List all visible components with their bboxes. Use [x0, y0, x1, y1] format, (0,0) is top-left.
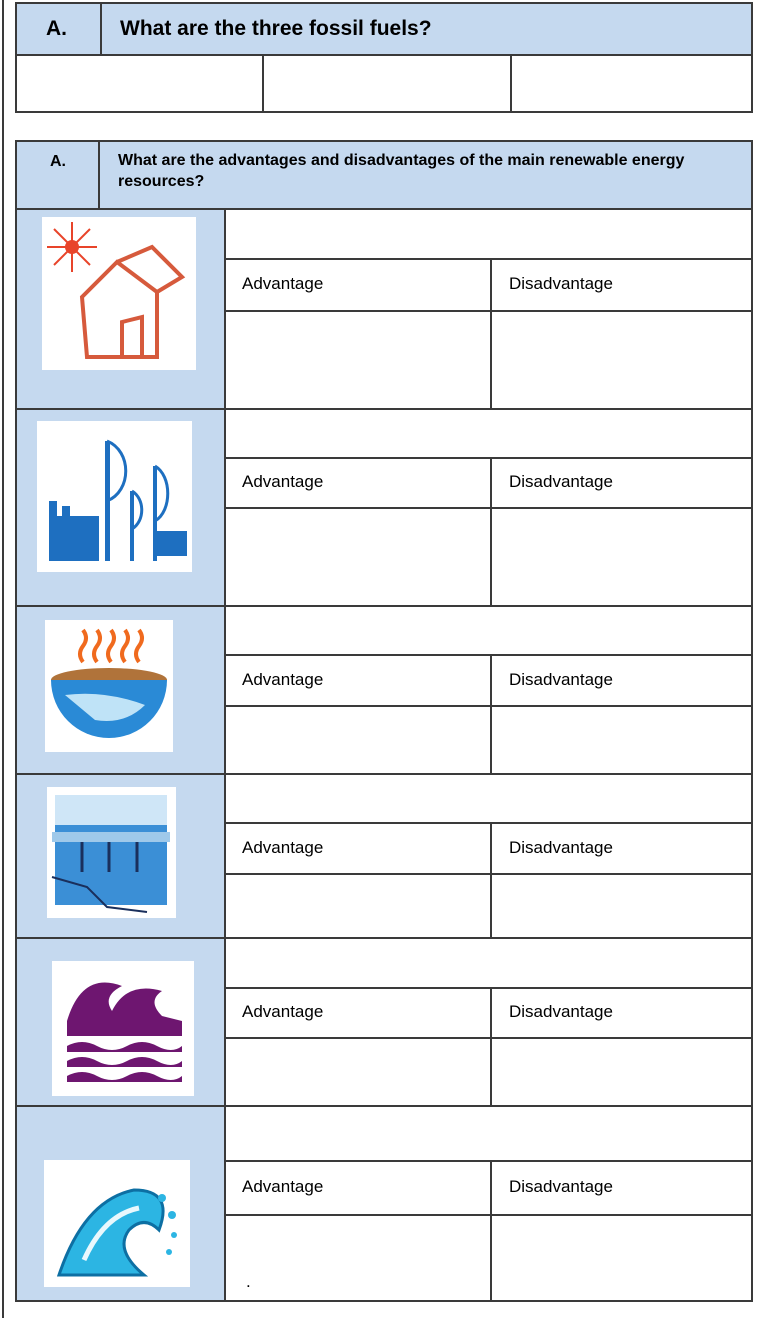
- title-cell: [224, 605, 753, 656]
- disadvantage-label: Disadvantage: [509, 837, 613, 857]
- label: A.: [50, 153, 66, 170]
- title-cell: [224, 937, 753, 989]
- energy-icon: [37, 421, 192, 572]
- advantage-label: Advantage: [242, 1002, 324, 1021]
- answer-cell: [224, 1037, 492, 1107]
- advantage-label: Advantage: [242, 274, 324, 293]
- answer-cell: [510, 54, 753, 113]
- icon-graphic: [51, 795, 170, 913]
- answer-cell: [224, 1214, 492, 1302]
- advantage-label: Advantage: [242, 837, 324, 857]
- answer-cell: [224, 705, 492, 775]
- energy-icon: [44, 1160, 190, 1287]
- answer-cell: [490, 310, 753, 410]
- answer-cell: [15, 54, 264, 113]
- disadvantage-label: Disadvantage: [509, 1177, 613, 1196]
- title-cell: [224, 208, 753, 260]
- title-cell: [224, 408, 753, 459]
- answer-cell: [490, 873, 753, 939]
- answer-cell: [490, 1214, 753, 1302]
- answer-cell: [224, 873, 492, 939]
- disadvantage-label: Disadvantage: [509, 472, 613, 491]
- header-row: [15, 140, 753, 210]
- answer-cell: [490, 1037, 753, 1107]
- advantage-label: Advantage: [242, 472, 324, 491]
- page-edge: [0, 0, 4, 1318]
- disadvantage-label: Disadvantage: [509, 274, 613, 293]
- energy-icon: [52, 961, 194, 1096]
- icon-graphic: [67, 982, 182, 1082]
- question: What are the three fossil fuels?: [120, 17, 432, 40]
- disadvantage-label: Disadvantage: [509, 1002, 613, 1021]
- answer-cell: [262, 54, 512, 113]
- answer-cell: [224, 310, 492, 410]
- advantage-label: Advantage: [242, 669, 324, 689]
- answer-cell: [490, 507, 753, 607]
- answer-cell: [224, 507, 492, 607]
- energy-icon: [45, 620, 173, 752]
- energy-icon: [47, 787, 176, 918]
- disadvantage-label: Disadvantage: [509, 669, 613, 689]
- title-cell: [224, 1105, 753, 1162]
- title-cell: [224, 773, 753, 824]
- answer-cell: [490, 705, 753, 775]
- energy-icon: [42, 217, 196, 370]
- question: What are the advantages and disadvantage…: [118, 152, 685, 190]
- icon-graphic: [56, 1188, 177, 1277]
- advantage-label: Advantage: [242, 1177, 324, 1196]
- icon-graphic: [51, 628, 167, 738]
- label: A.: [46, 17, 67, 40]
- note: .: [246, 1272, 251, 1291]
- icon-graphic: [47, 222, 186, 359]
- icon-graphic: [49, 439, 187, 561]
